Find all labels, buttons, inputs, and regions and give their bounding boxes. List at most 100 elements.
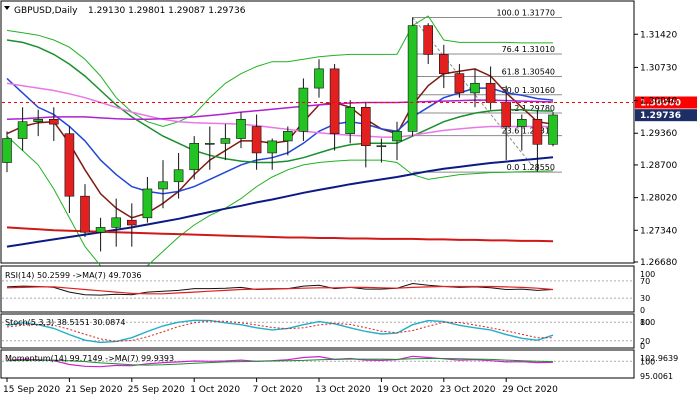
fib-label-6: 0.0 1.28550: [507, 163, 555, 172]
fib-label-0: 100.0 1.31770: [496, 8, 555, 17]
candle-33: [516, 114, 527, 151]
candles: [2, 17, 558, 252]
candle-15: [236, 112, 246, 149]
candle-body-18: [282, 131, 293, 142]
candle-body-31: [485, 82, 496, 103]
stoch-tick-label-0: 100: [640, 318, 655, 327]
momentum-tick-label-1: 100: [640, 357, 655, 366]
candle-11: [173, 152, 184, 199]
candle-body-32: [501, 102, 512, 127]
candle-body-16: [251, 126, 262, 154]
candle-22: [345, 100, 356, 144]
fib-trend-line: [412, 17, 538, 173]
candle-body-6: [95, 227, 106, 233]
candle-26: [407, 17, 418, 137]
rsi-tick-label-1: 70: [640, 277, 650, 286]
resistance-price-box: [635, 96, 697, 109]
moving-averages: [6, 39, 554, 248]
candle-16: [251, 114, 262, 170]
rsi-tick-label-3: 0: [640, 306, 645, 315]
candle-body-2: [33, 119, 44, 123]
fib-label-5: 23.6 1.29310: [502, 127, 555, 136]
candle-body-8: [127, 219, 137, 226]
candle-8: [127, 203, 137, 247]
price-tick-label-4: 1.28700: [640, 161, 677, 171]
candle-body-15: [236, 119, 246, 139]
momentum-panel: [0, 349, 635, 379]
envelope-lower-line: [6, 135, 554, 276]
price-tick-label-7: 1.26680: [640, 258, 677, 268]
candle-body-4: [64, 133, 75, 197]
date-label-8: 29 Oct 2020: [502, 385, 558, 395]
candle-10: [158, 160, 168, 209]
fib-label-3: 50.0 1.30160: [502, 86, 555, 95]
symbol-label: GBPUSD,Daily: [14, 6, 78, 16]
candle-35: [548, 112, 558, 147]
horizontal-lines: 1.30000: [2, 96, 697, 109]
candle-body-33: [516, 119, 527, 127]
stoch-k-line: [6, 319, 554, 344]
price-tick-label-3: 1.29360: [640, 129, 677, 139]
candle-23: [360, 102, 371, 168]
candle-body-28: [438, 54, 449, 74]
candle-34: [532, 109, 543, 172]
moving-average-line-4: [6, 99, 554, 121]
candle-30: [470, 68, 480, 108]
date-label-3: 1 Oct 2020: [190, 385, 240, 395]
candle-27: [423, 23, 434, 65]
candle-body-34: [532, 119, 543, 145]
candle-body-19: [298, 87, 309, 132]
candle-13: [205, 126, 215, 170]
candle-14: [220, 124, 231, 161]
date-label-1: 21 Sep 2020: [65, 385, 122, 395]
moving-average-line-2: [6, 39, 554, 164]
candle-body-21: [329, 68, 340, 135]
price-tick-label-5: 1.28020: [640, 194, 677, 204]
price-tick-label-2: 1.30040: [640, 97, 677, 107]
candle-7: [111, 198, 121, 247]
fib-label-4: 38.2 1.29780: [502, 104, 555, 113]
date-label-4: 7 Oct 2020: [253, 385, 303, 395]
candle-body-22: [345, 106, 356, 135]
rsi-tick-label-0: 100: [640, 270, 655, 279]
candle-body-30: [470, 82, 480, 94]
candle-6: [95, 217, 106, 252]
candle-28: [438, 44, 449, 89]
fib-label-2: 61.8 1.30540: [502, 68, 555, 77]
candle-24: [376, 138, 387, 163]
candle-body-26: [407, 25, 418, 132]
candle-body-7: [111, 217, 121, 228]
momentum-label: Momentum(14) 99.7149 ->MA(7) 99.9393: [5, 354, 174, 363]
moving-average-line-3: [6, 82, 553, 138]
price-axis: 1.31420 1.30730 1.30040 1.29360 1.28700 1.280…: [634, 30, 697, 268]
collapse-arrow-icon[interactable]: [4, 6, 10, 10]
date-label-6: 19 Oct 2020: [377, 385, 433, 395]
fib-label-1: 76.4 1.31010: [502, 45, 555, 54]
date-label-2: 25 Sep 2020: [128, 385, 185, 395]
rsi-tick-label-2: 30: [640, 294, 650, 303]
date-axis: 15 Sep 2020 21 Sep 2020 25 Sep 2020 1 Oct 2…: [3, 378, 558, 395]
momentum-value-line: [6, 355, 554, 368]
candle-0: [2, 131, 12, 173]
candle-12: [189, 136, 199, 180]
candle-body-25: [392, 131, 402, 142]
candle-body-3: [48, 119, 59, 125]
candle-body-11: [173, 169, 184, 183]
candle-20: [314, 59, 324, 98]
candle-body-35: [548, 114, 558, 145]
candle-2: [33, 109, 44, 137]
rsi-label: RSI(14) 50.2599 ->MA(7) 49.7036: [5, 271, 142, 280]
candle-body-20: [314, 68, 324, 89]
candle-body-17: [267, 140, 278, 154]
stoch-label: Stoch(5,3,3) 38.5151 30.0874: [5, 318, 125, 327]
envelope-bands: [6, 15, 554, 276]
candle-1: [17, 107, 28, 151]
ohlc-label: 1.29130 1.29801 1.29087 1.29736: [88, 6, 246, 16]
candle-body-14: [220, 138, 231, 144]
candle-29: [454, 64, 465, 98]
candle-body-27: [423, 25, 434, 55]
current-price-box: [635, 109, 697, 122]
candle-3: [48, 107, 59, 141]
